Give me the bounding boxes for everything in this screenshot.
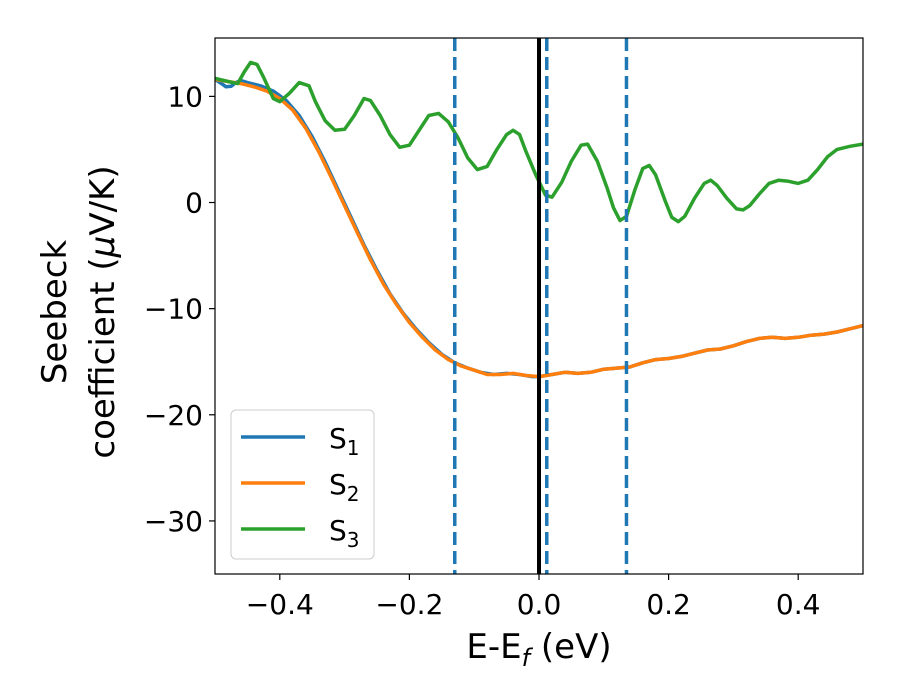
y-axis-title-mu: μ <box>83 236 123 259</box>
y-axis-title-unit: V/K) <box>83 165 123 235</box>
legend: S1 S2 S3 <box>230 409 375 560</box>
x-tick-label: 0.2 <box>646 588 691 621</box>
plot-area <box>214 37 864 575</box>
x-axis-title-main: E-E <box>466 627 521 667</box>
legend-label-s1: S1 <box>329 422 360 460</box>
x-tick-label: −0.4 <box>246 588 314 621</box>
y-tick-label: 10 <box>167 80 203 113</box>
legend-items: S1 S2 S3 <box>241 422 360 552</box>
x-tick-label: 0.4 <box>776 588 821 621</box>
y-tick-label: −30 <box>144 505 203 538</box>
x-tick-label: 0.0 <box>517 588 562 621</box>
y-axis-title: Seebeck coefficient (μV/K) <box>35 165 123 458</box>
y-axis-title-line2: coefficient (μV/K) <box>83 165 123 458</box>
x-axis-title: E-Ef (eV) <box>466 627 611 672</box>
y-tick-label: 0 <box>185 187 203 220</box>
x-axis-ticks: −0.4 −0.2 0.0 0.2 0.4 <box>246 574 821 621</box>
legend-label-s2: S2 <box>329 468 360 506</box>
y-axis-title-line1: Seebeck <box>35 240 75 385</box>
y-axis-ticks: −30 −20 −10 0 10 <box>144 80 215 538</box>
y-tick-label: −20 <box>144 399 203 432</box>
y-tick-label: −10 <box>144 293 203 326</box>
x-axis-title-unit: (eV) <box>530 627 612 667</box>
vline-layer <box>453 38 629 574</box>
legend-label-s3: S3 <box>329 514 360 552</box>
x-tick-label: −0.2 <box>375 588 443 621</box>
y-axis-title-line2-main: coefficient ( <box>83 257 123 458</box>
